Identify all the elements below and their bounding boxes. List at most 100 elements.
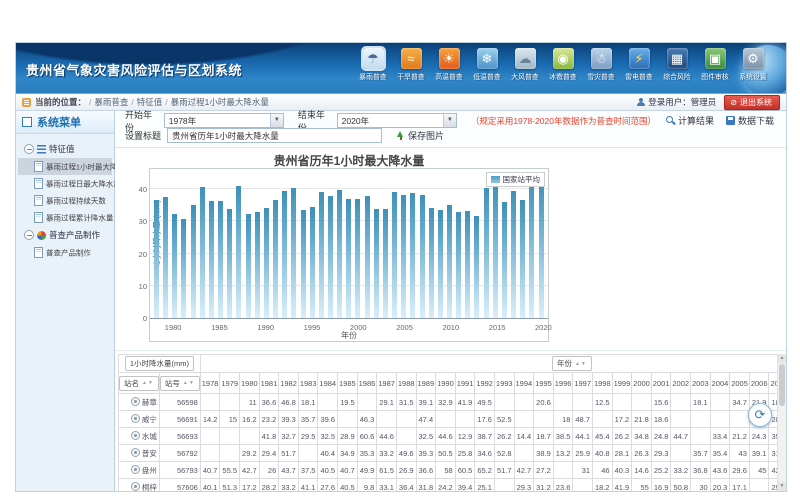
chart-legend[interactable]: 国家站平均 [486, 172, 546, 187]
nav-item-drought[interactable]: ≈干旱普查 [392, 46, 430, 82]
expand-row-icon[interactable] [131, 482, 140, 491]
value-cell: 41.1 [298, 479, 318, 492]
year-col-header[interactable]: 1985 [338, 373, 358, 394]
breadcrumb-item[interactable]: 暴雨过程1小时最大降水量 [171, 97, 269, 107]
expand-row-icon[interactable] [131, 465, 140, 474]
station-id-sort-chip[interactable]: 站号▲▼ [160, 376, 200, 391]
nav-item-hail[interactable]: ◉冰雹普查 [544, 46, 582, 82]
page-icon [34, 161, 43, 172]
expand-row-icon[interactable] [131, 397, 140, 406]
year-col-header[interactable]: 1989 [416, 373, 436, 394]
nav-item-risk[interactable]: ▦综合风险 [658, 46, 696, 82]
year-sort-chip[interactable]: 年份▲▼ [552, 356, 592, 371]
year-col-header[interactable]: 1980 [240, 373, 260, 394]
value-cell [573, 394, 593, 411]
station-name-cell[interactable]: 盘州 [119, 462, 160, 479]
nav-item-wind[interactable]: ☁大风普查 [506, 46, 544, 82]
year-col-header[interactable]: 2000 [632, 373, 652, 394]
sidebar-group-pie[interactable]: 普查产品制作 [18, 226, 112, 244]
chart-title-input[interactable] [167, 128, 382, 143]
year-col-header[interactable]: 1994 [514, 373, 534, 394]
nav-item-settings[interactable]: ⚙系统设置 [734, 46, 772, 82]
value-cell: 35.7 [691, 445, 711, 462]
year-col-header[interactable]: 1991 [455, 373, 475, 394]
sort-icons[interactable]: ▲▼ [142, 380, 154, 386]
nav-item-map[interactable]: ▣图件审核 [696, 46, 734, 82]
search-icon [666, 116, 675, 125]
vertical-scrollbar[interactable]: ▲ ▼ [777, 354, 786, 491]
station-name-cell[interactable]: 威宁 [119, 411, 160, 428]
value-cell: 28.1 [612, 445, 632, 462]
year-col-header[interactable]: 1996 [553, 373, 573, 394]
bar-2006 [410, 193, 415, 318]
station-name-cell[interactable]: 普安 [119, 445, 160, 462]
calculate-button[interactable]: 计算结果 [666, 114, 714, 127]
sidebar-group-list[interactable]: 特征值 [18, 140, 112, 158]
value-cell: 18.1 [691, 394, 711, 411]
expander-icon[interactable] [24, 230, 34, 240]
sidebar-item[interactable]: 暴雨过程1小时最大降水量 [18, 158, 112, 175]
year-col-header[interactable]: 1979 [220, 373, 240, 394]
save-image-icon [396, 131, 405, 140]
sidebar-item[interactable]: 暴雨过程持续天数 [18, 192, 112, 209]
year-col-header[interactable]: 2001 [651, 373, 671, 394]
nav-item-label: 冰雹普查 [546, 71, 581, 81]
y-tick: 0 [130, 314, 147, 323]
nav-item-rain[interactable]: ☂暴雨普查 [354, 46, 392, 82]
bar-2005 [401, 195, 406, 318]
year-col-header[interactable]: 2003 [691, 373, 711, 394]
year-col-header[interactable]: 1986 [357, 373, 377, 394]
value-cell: 45.4 [593, 428, 613, 445]
nav-item-lightning[interactable]: ⚡雷电普查 [620, 46, 658, 82]
year-col-header[interactable]: 1984 [318, 373, 338, 394]
nav-item-heat[interactable]: ☀高温普查 [430, 46, 468, 82]
year-col-header[interactable]: 1982 [279, 373, 299, 394]
expander-icon[interactable] [24, 144, 34, 154]
refresh-float-button[interactable]: ⟳ [748, 403, 772, 427]
year-col-header[interactable]: 1983 [298, 373, 318, 394]
expand-row-icon[interactable] [131, 414, 140, 423]
logout-button[interactable]: ⊘退出系统 [724, 95, 780, 110]
year-col-header[interactable]: 1993 [494, 373, 514, 394]
station-name-cell[interactable]: 水城 [119, 428, 160, 445]
year-col-header[interactable]: 1988 [396, 373, 416, 394]
scrollbar-thumb[interactable] [779, 364, 785, 406]
value-cell: 49.9 [357, 462, 377, 479]
download-button[interactable]: 数据下载 [726, 114, 774, 127]
year-col-header[interactable]: 1998 [593, 373, 613, 394]
year-col-header[interactable]: 2004 [710, 373, 730, 394]
nav-item-snow[interactable]: ☃雪灾普查 [582, 46, 620, 82]
end-year-select[interactable]: 2020年 ▼ [337, 113, 457, 128]
year-col-header[interactable]: 1999 [612, 373, 632, 394]
scroll-down-arrow[interactable]: ▼ [778, 482, 786, 491]
start-year-select[interactable]: 1978年 ▼ [164, 113, 284, 128]
station-name-cell[interactable]: 赫章 [119, 394, 160, 411]
nav-item-label: 雪灾普查 [584, 71, 619, 81]
year-col-header[interactable]: 1987 [377, 373, 397, 394]
year-col-header[interactable]: 1992 [475, 373, 495, 394]
value-cell: 26.9 [396, 462, 416, 479]
breadcrumb-separator: / [131, 97, 133, 107]
nav-item-cold[interactable]: ❄低温普查 [468, 46, 506, 82]
expand-row-icon[interactable] [131, 448, 140, 457]
scroll-up-arrow[interactable]: ▲ [778, 354, 786, 363]
year-col-header[interactable]: 2006 [749, 373, 769, 394]
sidebar-item[interactable]: 暴雨过程日最大降水量 [18, 175, 112, 192]
save-image-button[interactable]: 保存图片 [396, 129, 444, 142]
breadcrumb-item[interactable]: 暴雨普查 [94, 97, 128, 107]
year-col-header[interactable]: 2005 [730, 373, 750, 394]
sort-icons[interactable]: ▲▼ [183, 380, 195, 386]
breadcrumb-item[interactable]: 特征值 [137, 97, 163, 107]
year-col-header[interactable]: 1995 [534, 373, 554, 394]
sidebar-item[interactable]: 暴雨过程累计降水量 [18, 209, 112, 226]
year-col-header[interactable]: 2002 [671, 373, 691, 394]
year-col-header[interactable]: 1990 [436, 373, 456, 394]
year-col-header[interactable]: 1978 [200, 373, 220, 394]
sidebar-item[interactable]: 普查产品制作 [18, 244, 112, 261]
year-col-header[interactable]: 1997 [573, 373, 593, 394]
expand-row-icon[interactable] [131, 431, 140, 440]
station-name-cell[interactable]: 桐梓 [119, 479, 160, 492]
station-name-sort-chip[interactable]: 站名▲▼ [119, 376, 159, 391]
year-col-header[interactable]: 1981 [259, 373, 279, 394]
sort-icons[interactable]: ▲▼ [575, 361, 587, 367]
